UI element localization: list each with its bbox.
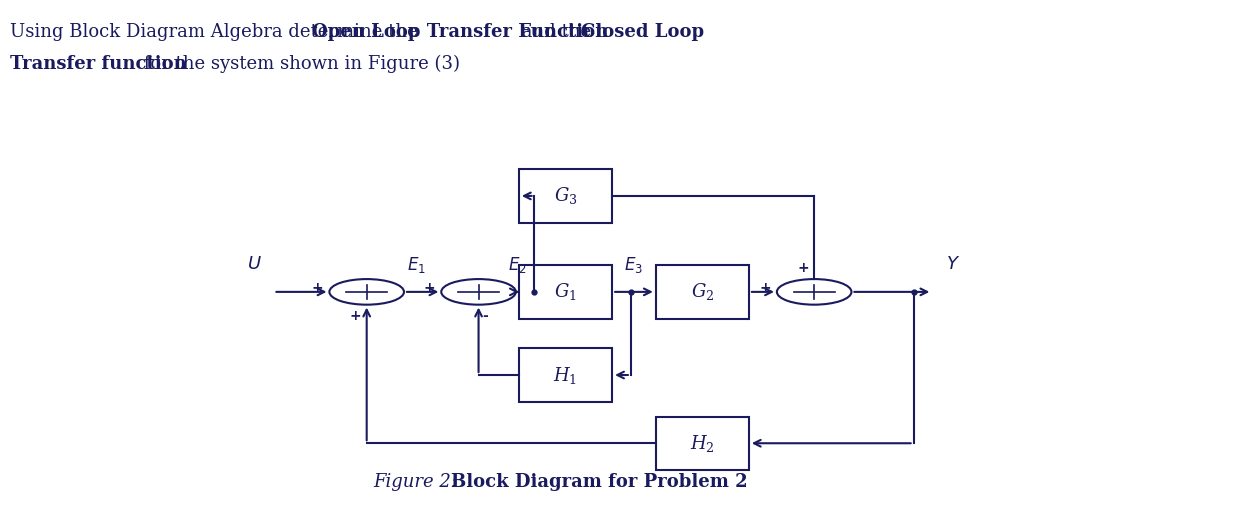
Text: +: + xyxy=(312,281,323,295)
Text: +: + xyxy=(424,281,435,295)
Text: Figure 2:: Figure 2: xyxy=(373,473,462,491)
Text: +: + xyxy=(759,281,771,295)
Text: $H_1$: $H_1$ xyxy=(553,365,578,385)
Bar xyxy=(656,265,748,319)
Bar xyxy=(520,348,613,401)
Text: $E_3$: $E_3$ xyxy=(624,255,644,275)
Text: $E_2$: $E_2$ xyxy=(508,255,527,275)
Bar xyxy=(520,265,613,319)
Text: $H_2$: $H_2$ xyxy=(690,433,715,454)
Text: $G_2$: $G_2$ xyxy=(691,281,713,302)
Text: $Y$: $Y$ xyxy=(946,255,961,272)
Text: Transfer function: Transfer function xyxy=(10,55,186,73)
Text: Closed Loop: Closed Loop xyxy=(582,23,705,42)
Text: Open Loop Transfer Function: Open Loop Transfer Function xyxy=(312,23,609,42)
Bar xyxy=(656,417,748,470)
Text: and the: and the xyxy=(516,23,598,42)
Text: +: + xyxy=(349,309,362,323)
Text: Block Diagram for Problem 2: Block Diagram for Problem 2 xyxy=(451,473,747,491)
Text: $G_3$: $G_3$ xyxy=(554,186,577,206)
Text: $E_1$: $E_1$ xyxy=(406,255,426,275)
Text: $G_1$: $G_1$ xyxy=(554,281,577,302)
Text: $U$: $U$ xyxy=(247,255,262,272)
Text: +: + xyxy=(797,261,809,275)
Text: -: - xyxy=(482,309,488,323)
Bar xyxy=(520,170,613,223)
Text: for the system shown in Figure (3): for the system shown in Figure (3) xyxy=(138,55,460,73)
Text: Using Block Diagram Algebra determine the: Using Block Diagram Algebra determine th… xyxy=(10,23,424,42)
